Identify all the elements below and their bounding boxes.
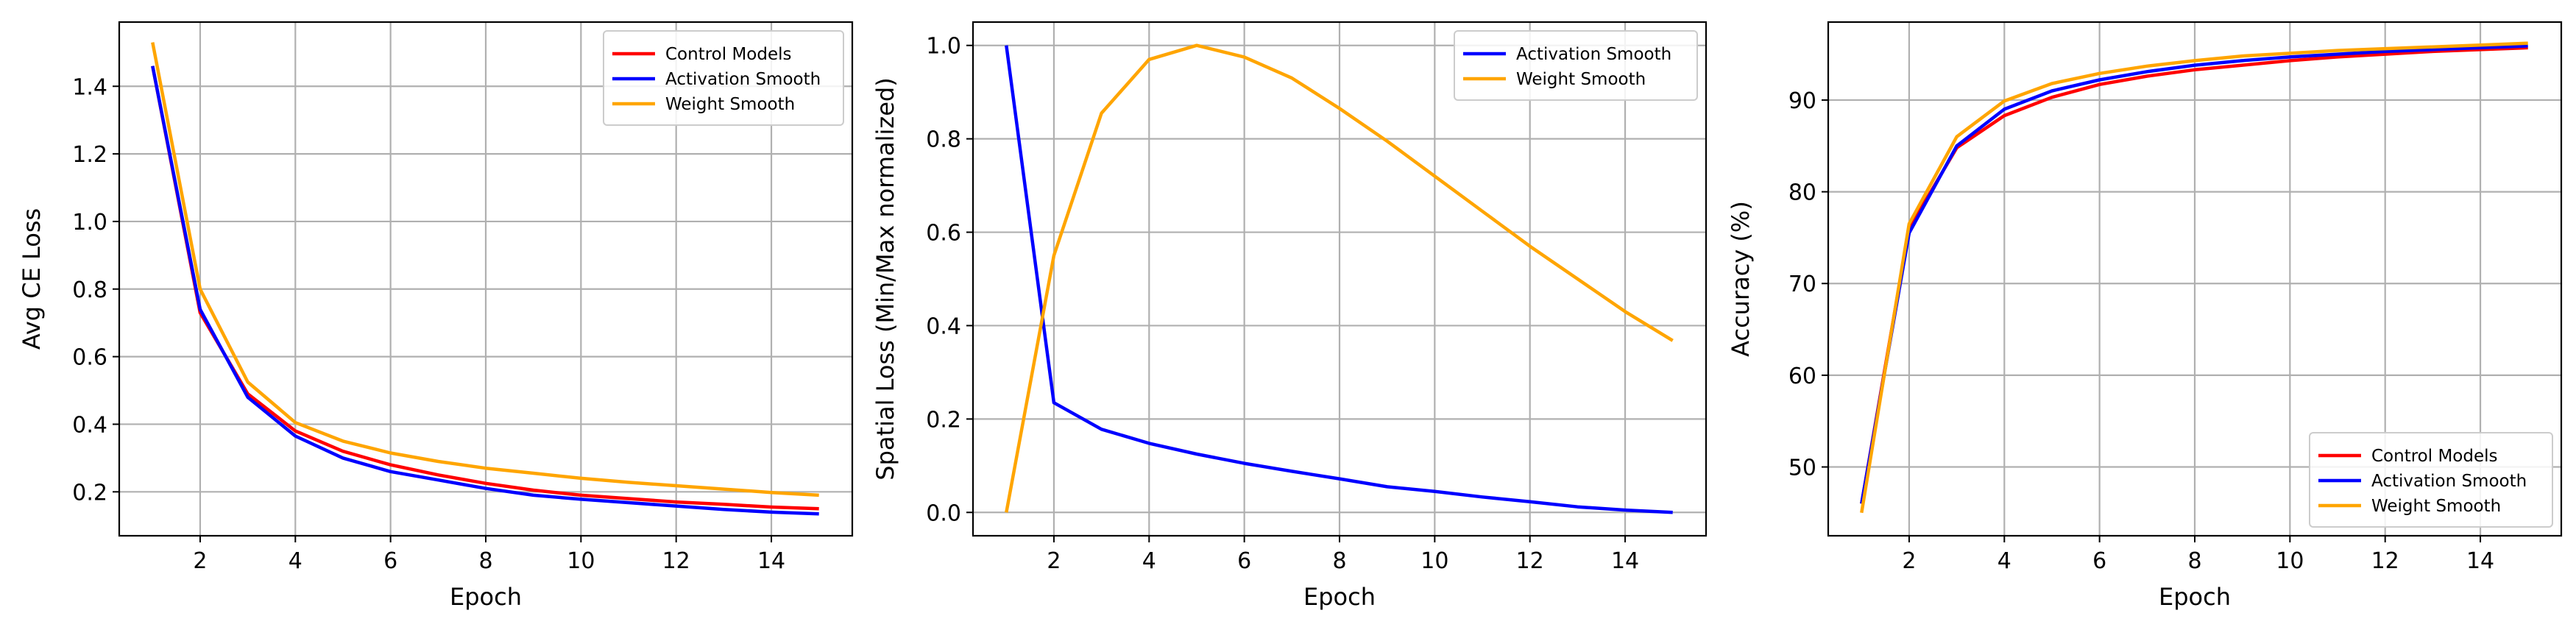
series-line-activation-smooth [1005,45,1673,514]
y-axis-label: Avg CE Loss [18,208,46,350]
x-tick-label: 12 [2371,548,2399,574]
chart-panel-3: 2 4 6 8 10 12 14 50 60 70 80 90 Epoch Accuracy (%) Con… [1727,21,2563,611]
x-tick-label: 8 [2187,548,2201,574]
x-axis-label: Epoch [2159,583,2231,611]
y-tick-label: 60 [1788,364,1816,389]
y-tick-label: 0.8 [926,127,961,153]
y-axis-label: Accuracy (%) [1727,201,1755,357]
legend-entry-label: Weight Smooth [1516,70,1646,89]
y-tick-label: 0.6 [926,221,961,247]
series-line-weight-smooth [1005,43,1674,513]
series-line-weight-smooth [151,42,819,497]
legend-entry-label: Activation Smooth [665,70,821,89]
y-tick-label: 0.2 [926,407,961,433]
x-tick-label: 2 [193,548,207,574]
x-tick-label: 10 [2276,548,2304,574]
legend: Activation Smooth Weight Smooth [1454,30,1698,101]
x-tick-label: 10 [567,548,595,574]
y-tick-label: 1.4 [72,74,107,100]
legend-entry-label: Weight Smooth [2371,497,2501,516]
x-tick-label: 12 [1516,548,1544,574]
x-tick-label: 4 [1142,548,1156,574]
legend: Control Models Activation Smooth Weight Sm… [603,30,844,126]
chart-panel-2: 2 4 6 8 10 12 14 0.0 0.2 0.4 0.6 0.8 1.0 Epoch Spatial… [871,21,1708,611]
x-axis-label: Epoch [450,583,522,611]
y-tick-label: 0.6 [72,345,107,371]
y-tick-label: 1.2 [72,142,107,168]
x-tick-label: 14 [2466,548,2494,574]
x-tick-label: 8 [478,548,492,574]
y-tick-label: 0.4 [72,412,107,438]
x-tick-label: 6 [2092,548,2106,574]
x-tick-label: 12 [662,548,690,574]
x-tick-label: 8 [1332,548,1346,574]
x-tick-label: 2 [1902,548,1916,574]
legend: Control Models Activation Smooth Weight Sm… [2309,432,2553,528]
series-line-activation-smooth [151,65,819,516]
y-tick-label: 0.2 [72,480,107,506]
series-line-control-models [1860,46,2528,504]
y-tick-label: 0.0 [926,500,961,526]
y-tick-label: 1.0 [72,210,107,235]
y-tick-label: 80 [1788,180,1816,206]
x-tick-label: 4 [289,548,302,574]
x-axis-label: Epoch [1303,583,1376,611]
legend-box [603,30,844,126]
chart-panel-1: 2 4 6 8 10 12 14 0.2 0.4 0.6 0.8 1.0 1.2 1.4 Epoch Avg … [18,21,854,611]
legend-box [1454,30,1698,101]
legend-entry-label: Weight Smooth [665,95,795,114]
series-line-control-models [151,65,819,511]
y-axis-label: Spatial Loss (Min/Max normalized) [871,77,899,480]
y-tick-label: 90 [1788,88,1816,114]
y-tick-label: 70 [1788,272,1816,297]
y-tick-label: 50 [1788,456,1816,481]
series-line-activation-smooth [1860,44,2528,504]
x-tick-label: 2 [1047,548,1061,574]
x-tick-label: 14 [1611,548,1639,574]
legend-entry-label: Control Models [2371,447,2498,466]
legend-box [2309,432,2553,528]
series-line-weight-smooth [1860,41,2528,514]
legend-entry-label: Activation Smooth [2371,472,2527,491]
legend-entry-label: Control Models [665,45,792,64]
y-tick-label: 0.8 [72,277,107,303]
x-tick-label: 4 [1998,548,2011,574]
y-tick-label: 1.0 [926,34,961,60]
x-tick-label: 14 [757,548,785,574]
x-tick-label: 6 [383,548,397,574]
x-tick-label: 6 [1237,548,1251,574]
legend-entry-label: Activation Smooth [1516,45,1671,64]
x-tick-label: 10 [1420,548,1448,574]
y-tick-label: 0.4 [926,314,961,339]
